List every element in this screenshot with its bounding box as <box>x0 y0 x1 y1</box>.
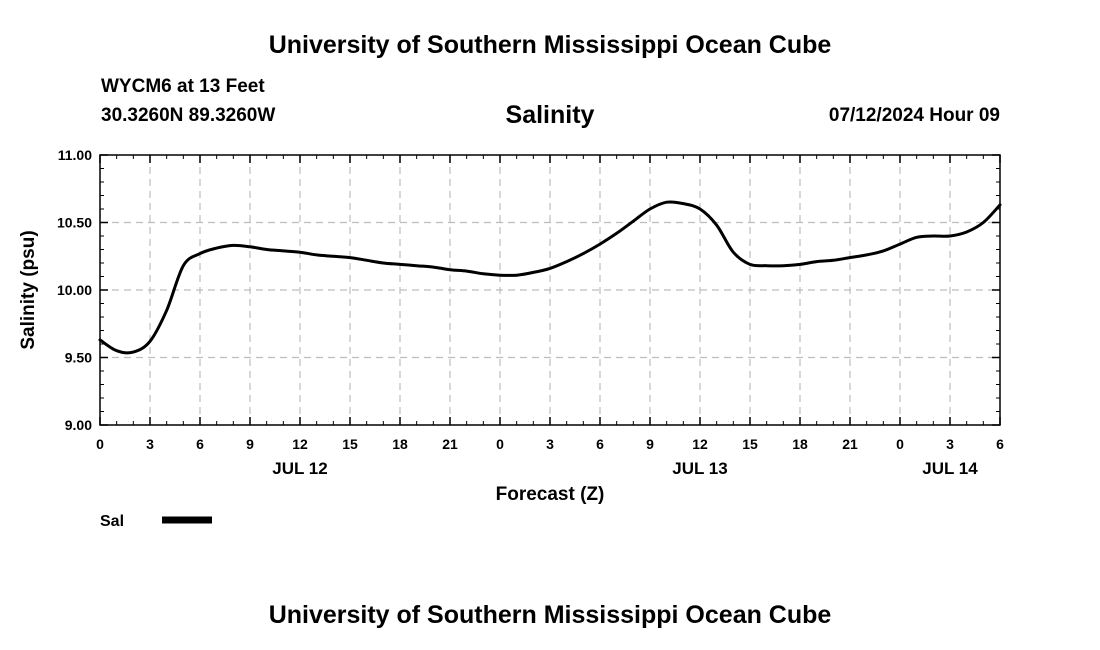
x-tick-label: 15 <box>742 436 758 452</box>
x-tick-label: 21 <box>842 436 858 452</box>
forecast-timestamp: 07/12/2024 Hour 09 <box>828 105 1000 126</box>
station-coordinates: 30.3260N 89.3260W <box>101 105 276 126</box>
x-tick-label: 12 <box>292 436 308 452</box>
y-tick-label: 11.00 <box>58 147 92 163</box>
y-tick-labels: 9.00 9.50 10.00 10.50 11.00 <box>57 147 92 433</box>
date-labels: JUL 12 JUL 13 JUL 14 <box>272 459 978 478</box>
grid-lines <box>100 155 1000 425</box>
x-tick-label: 9 <box>646 436 654 452</box>
x-tick-label: 12 <box>692 436 708 452</box>
footer-title: University of Southern Mississippi Ocean… <box>268 601 832 629</box>
x-tick-label: 0 <box>496 436 504 452</box>
x-tick-label: 0 <box>896 436 904 452</box>
station-label: WYCM6 at 13 Feet <box>101 76 265 97</box>
x-tick-label: 0 <box>96 436 104 452</box>
date-label: JUL 13 <box>672 459 727 478</box>
x-tick-label: 9 <box>246 436 254 452</box>
x-axis-title: Forecast (Z) <box>496 484 605 505</box>
salinity-chart: 0 3 6 9 12 15 18 21 0 3 6 9 12 15 18 21 0 3 6 9.00 9.50 10.0… <box>18 147 1004 530</box>
plot-title: Salinity <box>505 101 595 129</box>
y-tick-label: 9.50 <box>65 350 92 366</box>
x-tick-label: 6 <box>996 436 1004 452</box>
series-line-sal <box>98 200 1002 355</box>
plot-frame <box>99 154 1001 426</box>
x-tick-label: 18 <box>392 436 408 452</box>
y-tick-label: 10.00 <box>57 282 92 298</box>
x-tick-label: 21 <box>442 436 458 452</box>
legend-label-sal: Sal <box>100 513 124 530</box>
x-tick-label: 15 <box>342 436 358 452</box>
x-tick-label: 18 <box>792 436 808 452</box>
x-tick-label: 3 <box>946 436 954 452</box>
date-label: JUL 12 <box>272 459 327 478</box>
y-tick-label: 10.50 <box>57 215 92 231</box>
x-tick-label: 3 <box>146 436 154 452</box>
date-label: JUL 14 <box>922 459 978 478</box>
y-tick-label: 9.00 <box>65 417 92 433</box>
x-tick-labels: 0 3 6 9 12 15 18 21 0 3 6 9 12 15 18 21 0 3 6 <box>96 436 1004 452</box>
x-tick-label: 6 <box>596 436 604 452</box>
x-tick-label: 3 <box>546 436 554 452</box>
chart-main-title: University of Southern Mississippi Ocean… <box>268 31 832 59</box>
x-tick-label: 6 <box>196 436 204 452</box>
y-axis-title: Salinity (psu) <box>18 230 39 349</box>
